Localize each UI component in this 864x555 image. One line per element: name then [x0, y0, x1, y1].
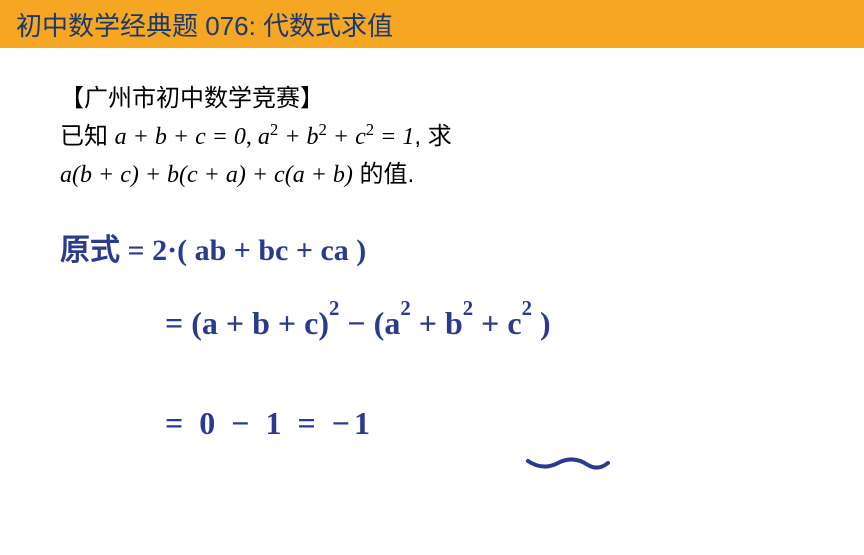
- content-area: 【广州市初中数学竞赛】 已知 a + b + c = 0, a2 + b2 + …: [0, 48, 864, 555]
- eq2-a: a: [258, 124, 270, 150]
- hw2-exp2: 2: [400, 297, 410, 320]
- hw2-p2: − (a: [339, 305, 400, 341]
- problem-source: 【广州市初中数学竞赛】: [60, 78, 804, 113]
- hw-eq-1: = 2·( ab + bc + ca ): [120, 234, 366, 267]
- equation-1: a + b + c = 0: [115, 124, 246, 150]
- hw-line-2: = (a + b + c)2 − (a2 + b2 + c2 ): [165, 305, 551, 342]
- problem-suffix: 的值.: [353, 161, 414, 188]
- hw2-p1: = (a + b + c): [165, 305, 329, 341]
- hw-line-1: 原式 = 2·( ab + bc + ca ): [60, 225, 366, 269]
- hw2-exp1: 2: [329, 297, 339, 320]
- eq2-b: + b: [278, 124, 318, 150]
- hw2-p5: ): [532, 305, 551, 341]
- answer-underline: [523, 453, 613, 478]
- eq2-exp-c: 2: [366, 120, 374, 139]
- hw2-p3: + b: [411, 305, 463, 341]
- eq2-exp-b: 2: [319, 120, 327, 139]
- separator-2: , 求: [414, 123, 451, 150]
- handwritten-solution: 原式 = 2·( ab + bc + ca ) = (a + b + c)2 −…: [60, 225, 804, 525]
- hw-line-3: = 0 − 1 = −1: [165, 405, 374, 442]
- eq2-eq: = 1: [374, 124, 414, 150]
- eq2-c: + c: [327, 124, 366, 150]
- hw2-exp3: 2: [463, 297, 473, 320]
- problem-text: 已知 a + b + c = 0, a2 + b2 + c2 = 1, 求 a(…: [60, 117, 804, 195]
- hw2-p4: + c: [473, 305, 521, 341]
- hw-label: 原式: [60, 234, 120, 267]
- hw2-exp4: 2: [522, 297, 532, 320]
- separator-1: ,: [246, 124, 258, 150]
- problem-prefix: 已知: [60, 123, 115, 150]
- header-title: 初中数学经典题 076: 代数式求值: [16, 6, 393, 43]
- page-header: 初中数学经典题 076: 代数式求值: [0, 0, 864, 48]
- expression: a(b + c) + b(c + a) + c(a + b): [60, 162, 353, 188]
